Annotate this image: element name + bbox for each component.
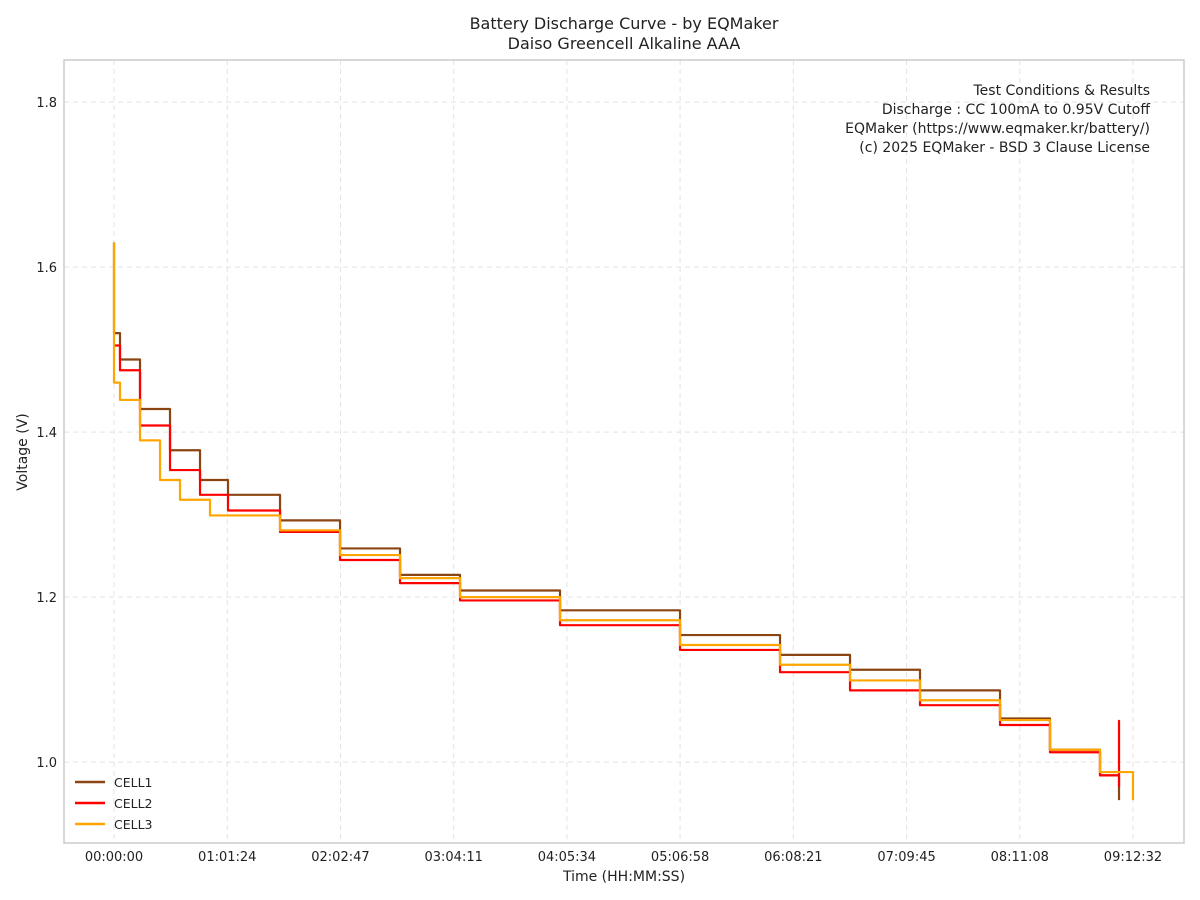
x-tick-label: 01:01:24: [198, 850, 256, 865]
series-line-cell3: [112, 242, 1135, 801]
chart-subtitle: Daiso Greencell Alkaline AAA: [507, 34, 741, 53]
y-tick-label: 1.0: [36, 756, 57, 771]
x-tick-label: 06:08:21: [764, 850, 822, 865]
x-tick-label: 05:06:58: [651, 850, 709, 865]
x-tick-label: 08:11:08: [991, 850, 1049, 865]
plot-frame: [63, 59, 1185, 844]
annotation-box: Test Conditions & Results Discharge : CC…: [845, 82, 1150, 158]
x-tick-label: 00:00:00: [85, 850, 143, 865]
y-axis-label: Voltage (V): [15, 413, 31, 490]
x-tick-label: 07:09:45: [877, 850, 935, 865]
x-tick-label: 02:02:47: [311, 850, 369, 865]
series-line-cell2: [114, 344, 1121, 787]
y-tick-label: 1.8: [36, 96, 57, 111]
y-tick-label: 1.4: [36, 426, 57, 441]
legend-label: CELL1: [114, 775, 153, 790]
legend: CELL1 CELL2 CELL3: [75, 775, 153, 832]
x-tick-label: 04:05:34: [538, 850, 596, 865]
legend-label: CELL3: [114, 817, 153, 832]
chart-title: Battery Discharge Curve - by EQMaker: [469, 14, 779, 33]
annotation-line: (c) 2025 EQMaker - BSD 3 Clause License: [859, 140, 1150, 156]
y-tick-label: 1.2: [36, 591, 57, 606]
x-tick-label: 09:12:32: [1104, 850, 1162, 865]
annotation-line: EQMaker (https://www.eqmaker.kr/battery/…: [845, 121, 1150, 137]
annotation-line: Test Conditions & Results: [973, 83, 1151, 99]
x-tick-label: 03:04:11: [424, 850, 482, 865]
x-axis-label: Time (HH:MM:SS): [562, 869, 685, 885]
series-line-cell1: [112, 242, 1121, 801]
annotation-line: Discharge : CC 100mA to 0.95V Cutoff: [881, 102, 1150, 118]
y-tick-label: 1.6: [36, 261, 57, 276]
legend-label: CELL2: [114, 796, 153, 811]
